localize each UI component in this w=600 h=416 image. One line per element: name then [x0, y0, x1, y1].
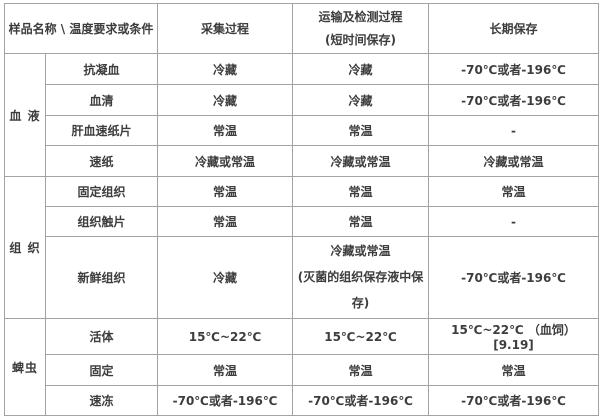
- cell-collection: 常温: [157, 206, 293, 237]
- header-sample-name: 样品名称 \ 温度要求或条件: [4, 3, 158, 54]
- cell-transport: 冷藏: [292, 53, 429, 85]
- cell-item: 血清: [45, 84, 158, 116]
- cell-longterm: -70℃或者-196℃: [428, 84, 599, 116]
- group-label-tick: 蜱虫: [4, 318, 46, 416]
- cell-collection: 冷藏: [157, 53, 293, 85]
- cell-collection: 常温: [157, 176, 293, 207]
- cell-collection: 15℃~22℃: [157, 318, 293, 356]
- header-transport-line2: (短时间保存): [325, 32, 396, 47]
- table-row: 速纸 冷藏或常温 冷藏或常温 冷藏或常温: [5, 145, 599, 177]
- table-row: 速冻 -70℃或者-196℃ -70℃或者-196℃ -70℃或者-196℃: [5, 385, 599, 416]
- cell-transport: 常温: [292, 176, 429, 207]
- transport-main-text: 冷藏或常温: [330, 244, 391, 258]
- cell-transport: 冷藏或常温 (灭菌的组织保存液中保存): [292, 235, 429, 320]
- cell-item: 速冻: [45, 385, 158, 416]
- header-collection-process: 采集过程: [157, 3, 293, 54]
- cell-transport: 15℃~22℃: [292, 318, 429, 356]
- table-row: 血清 冷藏 冷藏 -70℃或者-196℃: [5, 84, 599, 116]
- cell-item: 组织触片: [45, 206, 158, 237]
- cell-item: 抗凝血: [45, 53, 158, 85]
- cell-collection: -70℃或者-196℃: [157, 385, 293, 416]
- table-row: 肝血速纸片 常温 常温 -: [5, 115, 599, 146]
- cell-item: 新鲜组织: [45, 235, 158, 320]
- transport-note-text: (灭菌的组织保存液中保存): [297, 269, 424, 310]
- table-row: 组织触片 常温 常温 -: [5, 206, 599, 237]
- cell-item: 肝血速纸片: [45, 115, 158, 146]
- header-transport-process: 运输及检测过程 (短时间保存): [292, 3, 429, 54]
- cell-item: 活体: [45, 318, 158, 356]
- cell-item: 固定组织: [45, 176, 158, 207]
- cell-longterm: 常温: [428, 354, 599, 387]
- cell-longterm: -: [428, 115, 599, 146]
- cell-longterm: -: [428, 206, 599, 237]
- cell-longterm: 冷藏或常温: [428, 145, 599, 177]
- cell-transport: 常温: [292, 354, 429, 387]
- cell-item: 固定: [45, 354, 158, 387]
- cell-longterm: -70℃或者-196℃: [428, 53, 599, 85]
- cell-transport: 常温: [292, 206, 429, 237]
- cell-longterm: -70℃或者-196℃: [428, 385, 599, 416]
- table-row: 组 织 固定组织 常温 常温 常温: [4, 175, 599, 320]
- cell-transport: -70℃或者-196℃: [292, 385, 429, 416]
- cell-transport: 冷藏或常温: [292, 145, 429, 177]
- group-label-blood: 血 液: [4, 53, 46, 177]
- cell-collection: 冷藏: [157, 84, 293, 116]
- cell-longterm: -70℃或者-196℃: [428, 235, 599, 320]
- table-row: 新鲜组织 冷藏 冷藏或常温 (灭菌的组织保存液中保存) -70℃或者-196℃: [5, 235, 599, 320]
- cell-transport: 冷藏: [292, 84, 429, 116]
- cell-collection: 常温: [157, 354, 293, 387]
- table-header-row: 样品名称 \ 温度要求或条件 采集过程 运输及检测过程 (短时间保存) 长期保存: [4, 3, 599, 54]
- cell-collection: 冷藏: [157, 235, 293, 320]
- table-row: 固定 常温 常温 常温: [5, 354, 599, 387]
- header-transport-line1: 运输及检测过程: [318, 10, 403, 25]
- group-label-tissue: 组 织: [4, 175, 46, 320]
- table-row: 蜱虫 活体 15℃~22℃ 15℃~22℃ 15℃~22℃ （血饲） [9.19…: [4, 318, 599, 416]
- cell-longterm: 15℃~22℃ （血饲） [9.19]: [428, 318, 599, 356]
- table-row: 血 液 抗凝血 冷藏 冷藏 -70℃或者-196℃: [4, 53, 599, 177]
- cell-collection: 冷藏或常温: [157, 145, 293, 177]
- sample-storage-table: 样品名称 \ 温度要求或条件 采集过程 运输及检测过程 (短时间保存) 长期保存…: [4, 3, 599, 416]
- header-longterm-storage: 长期保存: [428, 3, 599, 54]
- cell-transport: 常温: [292, 115, 429, 146]
- cell-item: 速纸: [45, 145, 158, 177]
- cell-collection: 常温: [157, 115, 293, 146]
- cell-longterm: 常温: [428, 176, 599, 207]
